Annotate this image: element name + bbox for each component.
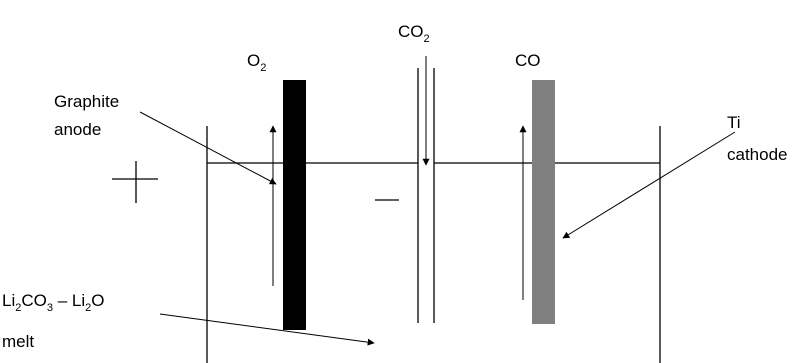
graphite-anode	[283, 80, 306, 330]
melt-word-label: melt	[2, 332, 34, 351]
plus-sign	[112, 161, 158, 203]
graphite-anode-label-line2: anode	[54, 120, 101, 139]
ti-cathode-pointer	[562, 131, 736, 239]
graphite-anode-label-line1: Graphite	[54, 92, 119, 111]
ti-cathode-label-line1: Ti	[727, 113, 741, 132]
melt-formula-label: Li2CO3 – Li2O	[2, 291, 104, 314]
ti-cathode	[532, 80, 555, 324]
melt-pointer	[159, 313, 375, 346]
graphite-anode-pointer	[139, 111, 277, 185]
co-label: CO	[515, 51, 541, 70]
ti-cathode-label-line2: cathode	[727, 145, 788, 164]
co2-label: CO2	[398, 22, 430, 45]
o2-label: O2	[247, 51, 266, 74]
